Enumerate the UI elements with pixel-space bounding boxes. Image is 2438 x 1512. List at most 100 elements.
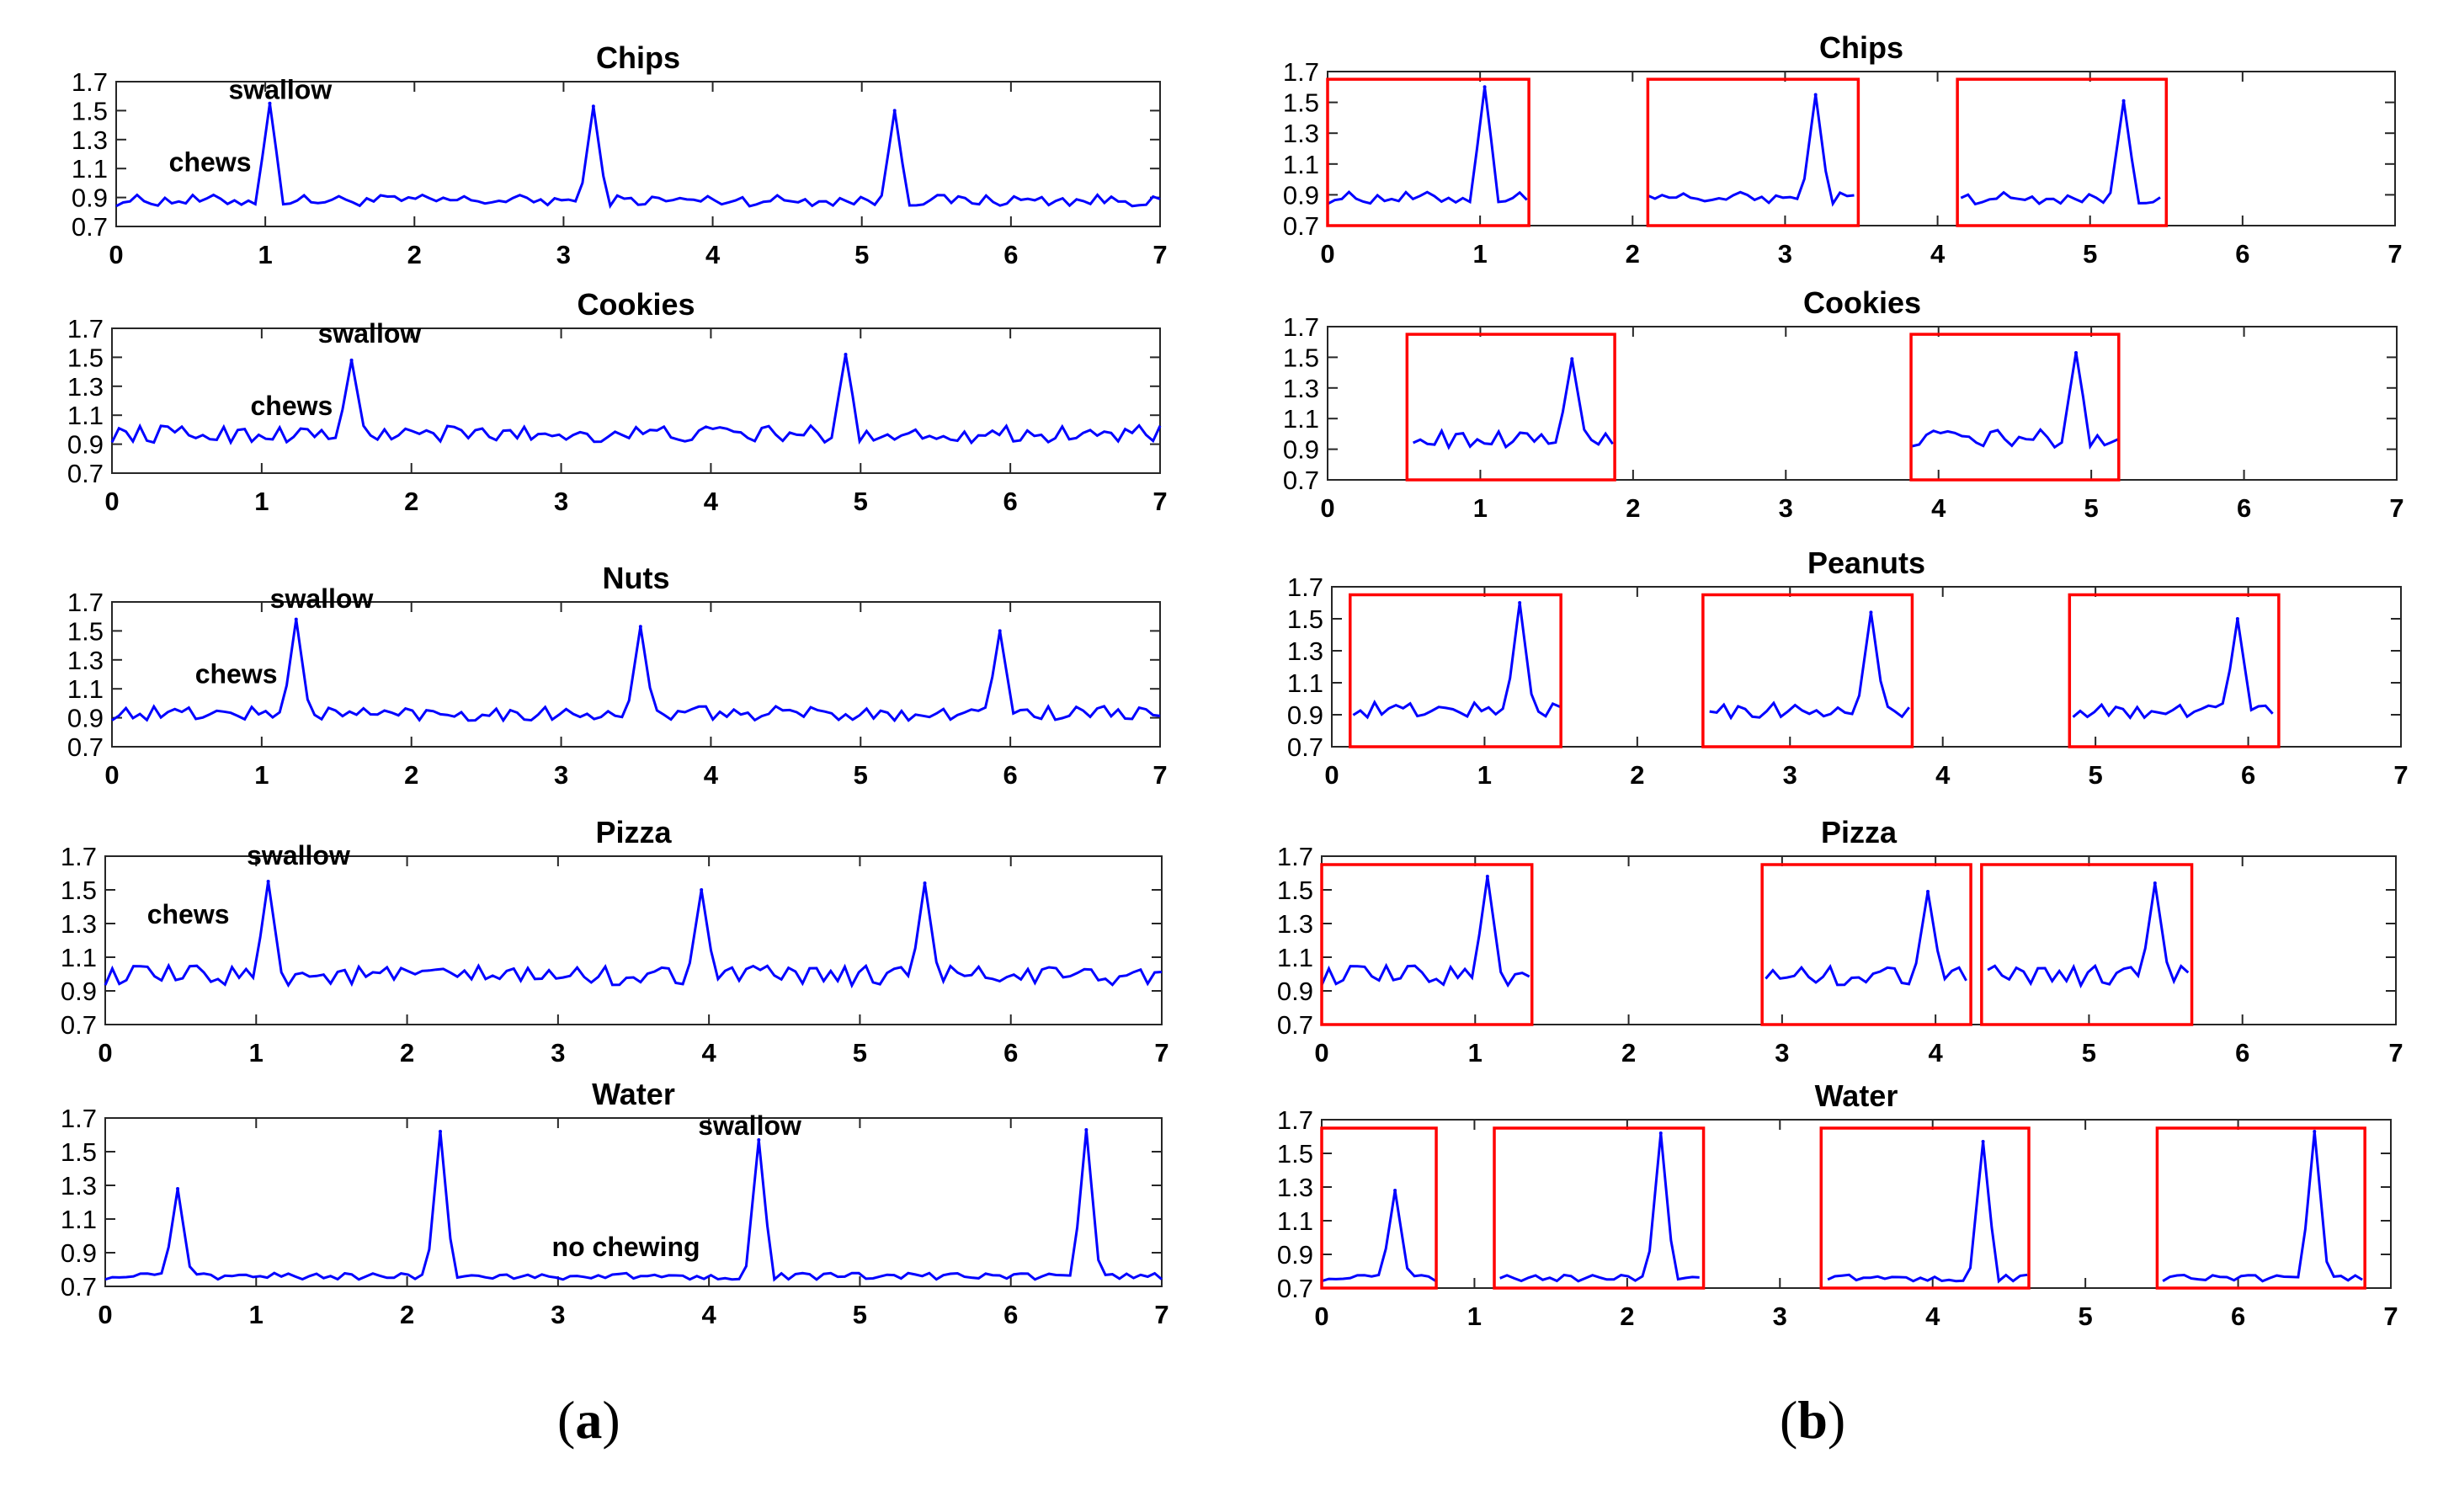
signal-line-segment [2162,1131,2363,1283]
y-tick-label: 1.3 [1277,1173,1313,1202]
x-tick-label: 4 [704,487,719,516]
open-paren: ( [557,1390,576,1450]
x-tick-label: 3 [551,1038,565,1067]
y-tick-label: 1.5 [67,616,104,646]
y-tick-label: 1.3 [1287,636,1323,666]
chart-a-pizza: Pizza 0.7 0.9 1.1 1.3 1.5 1.7 0 1 2 3 4 5 6 7 swallow ch… [61,815,1169,1067]
y-tick-label: 1.3 [67,372,104,402]
peak-point [923,881,927,885]
peak-point [268,101,272,105]
x-tick-label: 6 [2235,1038,2249,1067]
x-tick-label: 7 [1154,1038,1168,1067]
x-tick-label: 1 [1468,1038,1482,1067]
swallow-window-box [1760,863,1972,1026]
y-tick-label: 1.7 [1283,312,1319,342]
x-tick-label: 5 [2084,493,2099,523]
x-tick-label: 1 [249,1300,263,1329]
peak-point [892,109,897,113]
x-tick-label: 5 [2082,1038,2096,1067]
axes-box [104,1117,1163,1287]
y-tick-label: 1.3 [1283,374,1319,403]
y-tick-label: 1.5 [61,1137,97,1167]
x-tick-label: 4 [702,1300,717,1329]
swallow-window-box [1980,863,2194,1026]
x-tick-label: 2 [1621,1038,1636,1067]
peak-point [349,358,354,362]
x-tick-label: 2 [1630,760,1644,790]
signal-line-segment [1709,612,1910,721]
x-tick-label: 0 [104,487,119,516]
peak-point [2313,1130,2317,1133]
signal-line-segment [2072,618,2274,721]
x-tick-label: 1 [1467,1302,1482,1331]
swallow-window-box [1819,1126,2031,1290]
x-tick-label: 3 [551,1300,565,1329]
x-tick-label: 5 [2083,239,2097,269]
y-tick-label: 1.7 [1287,572,1323,602]
signal-line [110,354,1162,445]
x-tick-label: 0 [1320,239,1334,269]
x-tick-label: 4 [1931,493,1946,523]
peak-point [176,1187,180,1190]
y-tick-label: 1.1 [1283,404,1319,434]
y-tick-label: 1.7 [1277,842,1313,871]
annotation-label: chews [169,147,252,178]
peak-point [1482,85,1487,89]
y-tick-label: 1.1 [1283,150,1319,179]
peak-point [294,617,298,621]
swallow-window-box [1405,333,1616,482]
y-tick-label: 1.3 [1277,909,1313,939]
y-tick-label: 0.9 [61,977,97,1006]
y-tick-label: 1.5 [1283,88,1319,118]
swallow-window-box [2155,1126,2366,1290]
x-tick-label: 6 [1003,1300,1018,1329]
swallow-window-box [2068,593,2281,748]
x-tick-label: 4 [1925,1302,1940,1331]
signal-line [104,1129,1163,1282]
peak-point [266,880,270,883]
chart-title: Chips [1819,30,1903,65]
y-tick-label: 1.7 [67,314,104,343]
chart-b-pizza: Pizza 0.7 0.9 1.1 1.3 1.5 1.7 0 1 2 3 4 5 6 7 [1277,815,2403,1067]
x-tick-label: 5 [854,487,868,516]
annotation-label: swallow [270,583,374,614]
y-tick-label: 1.1 [1277,943,1313,972]
x-tick-label: 4 [702,1038,717,1067]
x-tick-label: 7 [2388,1038,2403,1067]
chart-b-water: Water 0.7 0.9 1.1 1.3 1.5 1.7 0 1 2 3 4 5 6 7 [1277,1078,2398,1331]
swallow-window-box [1349,593,1562,748]
peak-point [844,352,848,356]
signal-line [111,619,1161,723]
y-tick-label: 0.7 [1277,1274,1313,1303]
x-tick-label: 2 [1626,239,1640,269]
panel-letter-a: a [575,1390,603,1450]
y-tick-label: 0.9 [1287,700,1323,730]
axes-box [1321,855,2397,1025]
panel-label-a: (a) [557,1389,620,1451]
chart-a-nuts: Nuts 0.70.91.11.31.51.7 0 1 2 3 4 5 6 7 swallow che… [67,561,1168,790]
swallow-window-box [1909,333,2121,482]
y-tick-label: 0.9 [1277,1240,1313,1270]
axes-box [104,855,1163,1025]
x-tick-label: 2 [404,487,418,516]
x-tick-label: 5 [854,240,869,269]
x-tick-label: 7 [1152,760,1167,790]
swallow-window-box [1320,1126,1438,1290]
x-tick-label: 0 [1324,760,1339,790]
y-tick-label: 0.9 [61,1238,97,1268]
x-tick-label: 7 [1152,240,1167,269]
peak-point [1393,1189,1397,1192]
y-tick-label: 1.1 [1277,1206,1313,1236]
x-tick-label: 3 [1773,1302,1787,1331]
signal-line-segment [1827,1141,2028,1284]
peak-point [591,104,595,109]
peak-point [1981,1140,1985,1143]
y-tick-label: 1.3 [67,646,104,675]
peak-point [2074,350,2078,354]
x-tick-label: 0 [98,1300,112,1329]
chart-title: Water [592,1077,675,1111]
x-tick-label: 2 [1626,493,1640,523]
y-tick-label: 1.1 [67,674,104,704]
axes-box [115,81,1161,227]
y-tick-label: 0.7 [72,212,108,242]
